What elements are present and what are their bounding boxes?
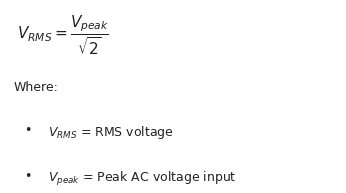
Text: Where:: Where: [14,81,59,94]
Text: $V_{RMS}$ = RMS voltage: $V_{RMS}$ = RMS voltage [48,124,174,141]
Text: $V_{RMS} = \dfrac{V_{peak}}{\sqrt{2}}$: $V_{RMS} = \dfrac{V_{peak}}{\sqrt{2}}$ [17,14,109,57]
Text: •: • [24,124,31,136]
Text: •: • [24,170,31,183]
Text: $V_{peak}$ = Peak AC voltage input: $V_{peak}$ = Peak AC voltage input [48,170,237,188]
